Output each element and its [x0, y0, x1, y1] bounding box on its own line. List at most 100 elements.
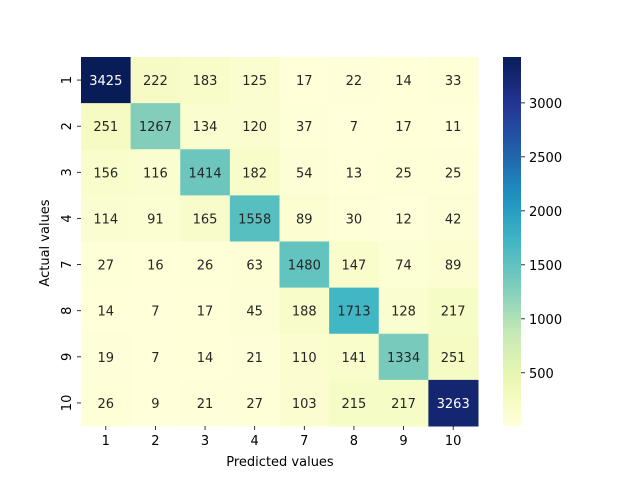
heatmap-cell [229, 241, 280, 289]
heatmap-cell [329, 379, 380, 427]
cell-value-label: 1334 [387, 351, 420, 366]
heatmap-cell [130, 379, 181, 427]
cell-value-label: 91 [147, 212, 164, 227]
y-tick-label: 7 [60, 260, 75, 268]
cell-value-label: 156 [93, 166, 118, 181]
colorbar-tick-label: 1500 [529, 259, 562, 274]
heatmap-cell [130, 103, 181, 150]
cell-value-label: 1267 [139, 120, 172, 135]
cell-value-label: 21 [246, 351, 263, 366]
heatmap-cell [378, 149, 429, 196]
heatmap-cell [130, 287, 181, 335]
x-axis: 1 2 3 4 7 8 9 10 [102, 426, 462, 449]
cell-value-label: 217 [391, 397, 416, 412]
x-tick-label: 10 [445, 434, 462, 449]
cell-value-label: 45 [246, 305, 263, 320]
cell-value-label: 14 [197, 351, 214, 366]
heatmap-cell [81, 149, 132, 196]
heatmap-cell [180, 241, 231, 289]
cell-value-label: 1558 [238, 212, 271, 227]
heatmap-cell [428, 103, 479, 150]
heatmap-cell [329, 57, 380, 104]
cell-value-label: 54 [296, 166, 313, 181]
heatmap-cell [81, 379, 132, 427]
cell-value-label: 25 [445, 166, 462, 181]
y-axis-label: Actual values [38, 199, 53, 286]
colorbar-tick-label: 2000 [529, 205, 562, 220]
cell-value-label: 22 [346, 74, 363, 89]
cell-value-label: 182 [242, 166, 267, 181]
cell-value-label: 251 [93, 120, 118, 135]
heatmap-cell [229, 195, 280, 242]
x-axis-label: Predicted values [226, 455, 334, 470]
y-tick-label: 1 [60, 76, 75, 84]
cell-value-label: 17 [296, 74, 313, 89]
cell-value-label: 63 [246, 259, 263, 274]
cell-value-label: 110 [292, 351, 317, 366]
colorbar-tick-label: 1000 [529, 313, 562, 328]
heatmap-cell [229, 103, 280, 150]
cell-value-label: 147 [342, 259, 367, 274]
cell-value-label: 7 [151, 305, 159, 320]
cell-value-label: 1414 [189, 166, 222, 181]
cell-value-label: 89 [445, 259, 462, 274]
colorbar-tick-label: 2500 [529, 151, 562, 166]
cell-value-label: 141 [342, 351, 367, 366]
cell-value-label: 30 [346, 212, 363, 227]
heatmap-cell [180, 103, 231, 150]
heatmap-cell [329, 241, 380, 289]
cell-value-label: 17 [197, 305, 214, 320]
heatmap-cell [378, 333, 429, 381]
heatmap-cell [81, 57, 132, 104]
y-tick-label: 4 [60, 214, 75, 222]
cell-value-label: 25 [395, 166, 412, 181]
heatmap-cell [378, 103, 429, 150]
heatmap-cell [279, 195, 330, 242]
heatmap-cell [378, 195, 429, 242]
heatmap-cell [180, 57, 231, 104]
heatmap-cell [329, 149, 380, 196]
x-tick-label: 1 [102, 434, 110, 449]
heatmap-cell [329, 287, 380, 335]
cell-value-label: 17 [395, 120, 412, 135]
cell-value-label: 7 [350, 120, 358, 135]
heatmap-cell [279, 103, 330, 150]
cell-value-label: 128 [391, 305, 416, 320]
y-tick-label: 9 [60, 353, 75, 361]
heatmap-cell [428, 57, 479, 104]
heatmap-cell [428, 149, 479, 196]
cell-value-label: 16 [147, 259, 164, 274]
heatmap-cell [428, 379, 479, 427]
cell-value-label: 42 [445, 212, 462, 227]
heatmap-cell [279, 333, 330, 381]
heatmap-cell [130, 333, 181, 381]
x-tick-label: 3 [201, 434, 209, 449]
colorbar-gradient [503, 57, 521, 426]
cell-value-label: 116 [143, 166, 168, 181]
heatmap-cell [329, 103, 380, 150]
heatmap-cell [130, 195, 181, 242]
heatmap-cell [229, 379, 280, 427]
heatmap-cell [428, 333, 479, 381]
heatmap-cell [229, 287, 280, 335]
x-tick-label: 8 [350, 434, 358, 449]
heatmap-cell [378, 379, 429, 427]
heatmap-cell [229, 57, 280, 104]
heatmap-cell [130, 241, 181, 289]
heatmap-cell [428, 195, 479, 242]
heatmap-cell [229, 333, 280, 381]
cell-value-label: 12 [395, 212, 412, 227]
x-tick-label: 7 [300, 434, 308, 449]
heatmap-cell [378, 241, 429, 289]
heatmap-cell [279, 287, 330, 335]
cell-value-label: 9 [151, 397, 159, 412]
x-tick-label: 2 [151, 434, 159, 449]
cell-value-label: 251 [441, 351, 466, 366]
heatmap-cell [81, 241, 132, 289]
heatmap-cell [378, 287, 429, 335]
cell-value-label: 19 [98, 351, 115, 366]
x-tick-label: 9 [399, 434, 407, 449]
cell-value-label: 103 [292, 397, 317, 412]
heatmap-cell [130, 57, 181, 104]
